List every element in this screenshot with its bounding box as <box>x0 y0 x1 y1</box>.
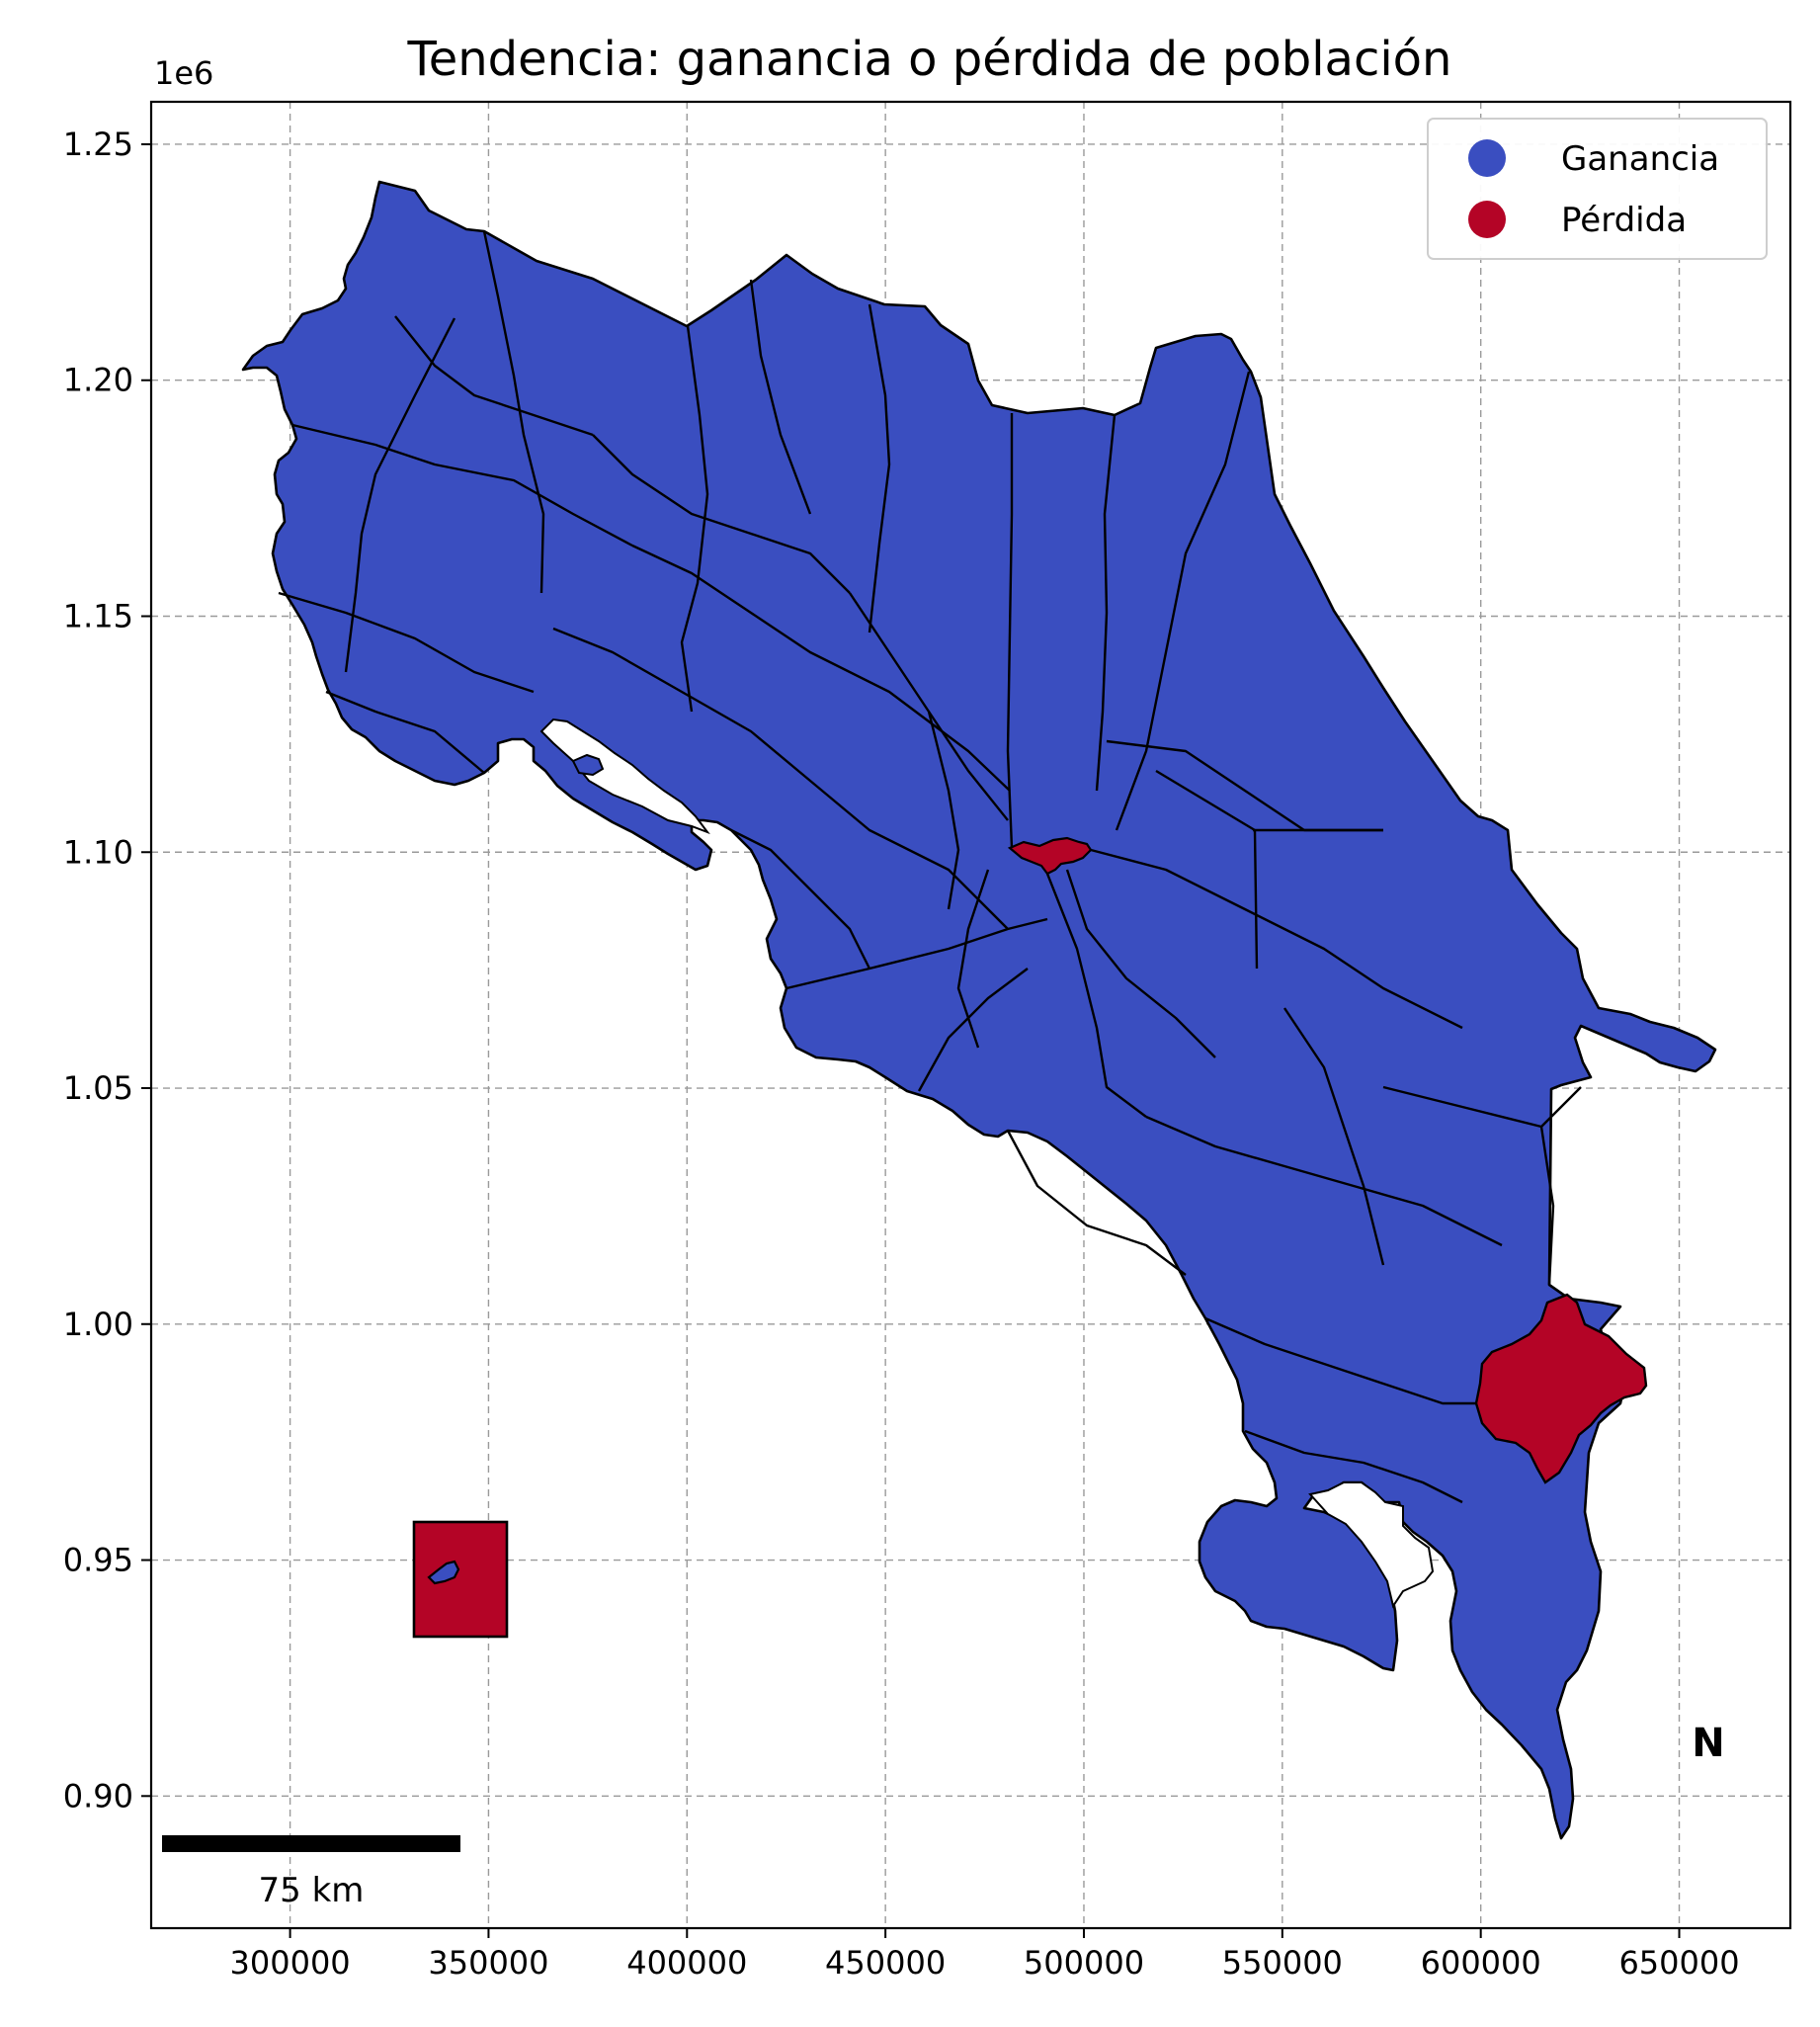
legend-label-ganancia: Ganancia <box>1561 139 1719 179</box>
y-tick-label: 0.95 <box>63 1542 133 1579</box>
y-axis-multiplier: 1e6 <box>154 54 213 92</box>
x-tick-label: 350000 <box>428 1944 548 1982</box>
y-tick-label: 1.15 <box>63 597 133 634</box>
y-tick-label: 1.10 <box>63 833 133 871</box>
canton-borders <box>278 230 1582 1504</box>
legend-label-perdida: Pérdida <box>1561 201 1687 240</box>
cocos-island <box>427 1560 460 1585</box>
x-tick-label: 450000 <box>825 1944 946 1982</box>
x-tick-label: 300000 <box>230 1944 351 1982</box>
map-title: Tendencia: ganancia o pérdida de poblaci… <box>407 32 1452 87</box>
axes-frame <box>149 100 1792 1930</box>
scale-bar-label: 75 km <box>259 1871 365 1910</box>
map-polygons <box>241 180 1717 1840</box>
golfo-dulce <box>1308 1481 1435 1609</box>
region-perdida-talamanca <box>1474 1293 1648 1484</box>
legend-marker-ganancia <box>1468 139 1506 177</box>
scale-bar <box>162 1835 460 1852</box>
y-tick-label: 1.05 <box>63 1069 133 1107</box>
x-tick-label: 550000 <box>1222 1944 1343 1982</box>
x-tick-label: 500000 <box>1024 1944 1144 1982</box>
y-tick-label: 1.20 <box>63 362 133 399</box>
legend: Ganancia Pérdida <box>1427 118 1768 260</box>
legend-marker-perdida <box>1468 201 1506 238</box>
island-inset-box <box>412 1520 509 1639</box>
region-ganancia-mainland <box>241 180 1717 1840</box>
x-tick-label: 400000 <box>626 1944 747 1982</box>
y-tick-label: 1.25 <box>63 126 133 163</box>
axis-ticks: 300000 350000 400000 450000 500000 550000 6000… <box>63 126 1740 1982</box>
y-tick-label: 1.00 <box>63 1306 133 1343</box>
north-arrow-label: N <box>1692 1721 1724 1766</box>
x-tick-label: 650000 <box>1618 1944 1739 1982</box>
y-tick-label: 0.90 <box>63 1777 133 1815</box>
island-chira <box>571 753 605 777</box>
region-perdida-san-jose <box>1007 836 1093 876</box>
gulf-of-nicoya <box>539 718 710 835</box>
legend-box <box>1427 118 1768 260</box>
x-tick-label: 600000 <box>1421 1944 1541 1982</box>
